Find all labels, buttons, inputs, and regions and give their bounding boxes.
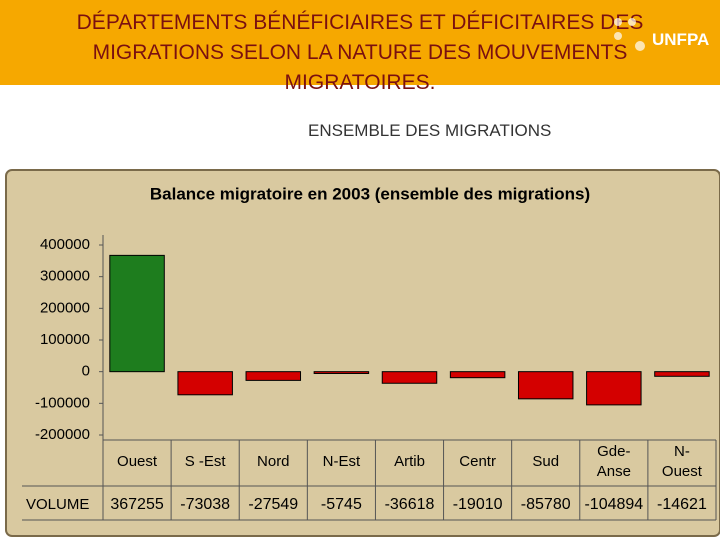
table-value: -19010 bbox=[453, 496, 503, 513]
logo: UNFPA bbox=[652, 30, 710, 49]
bar bbox=[654, 371, 710, 377]
slide-title: DÉPARTEMENTS BÉNÉFICIAIRES ET DÉFICITAIR… bbox=[76, 11, 644, 94]
y-tick-label: -200000 bbox=[35, 426, 90, 443]
header-band bbox=[0, 0, 720, 85]
table-value: -73038 bbox=[180, 496, 230, 513]
bar bbox=[449, 371, 506, 379]
bar bbox=[517, 371, 574, 400]
chart-title: Balance migratoire en 2003 (ensemble des… bbox=[150, 184, 590, 203]
bar bbox=[381, 371, 438, 384]
table-value: -27549 bbox=[248, 496, 298, 513]
x-tick-label: S -Est bbox=[185, 453, 227, 470]
bar bbox=[313, 371, 370, 374]
bar bbox=[177, 371, 233, 396]
y-tick-label: 0 bbox=[82, 363, 90, 380]
y-tick-label: -100000 bbox=[35, 394, 90, 411]
table-value: -14621 bbox=[657, 496, 707, 513]
y-tick-label: 300000 bbox=[40, 268, 90, 285]
bar bbox=[109, 254, 165, 373]
table-value: -5745 bbox=[321, 496, 362, 513]
x-tick-label: Ouest bbox=[117, 453, 158, 470]
y-tick-label: 100000 bbox=[40, 331, 90, 348]
x-tick-label: Artib bbox=[394, 453, 425, 470]
slide-subtitle: ENSEMBLE DES MIGRATIONS bbox=[308, 121, 552, 140]
bar bbox=[586, 371, 642, 406]
y-tick-label: 200000 bbox=[40, 299, 90, 316]
x-tick-label: Nord bbox=[257, 453, 290, 470]
bar bbox=[245, 371, 302, 381]
table-value: -36618 bbox=[385, 496, 435, 513]
chart-panel bbox=[5, 169, 720, 537]
x-tick-label: Centr bbox=[459, 453, 496, 470]
x-tick-label: N-Ouest bbox=[662, 443, 703, 480]
x-tick-label: Gde-Anse bbox=[597, 443, 631, 480]
x-tick-label: Sud bbox=[532, 453, 559, 470]
table-row-label: VOLUME bbox=[26, 496, 89, 513]
table-value: 367255 bbox=[110, 496, 163, 513]
table-value: -85780 bbox=[521, 496, 571, 513]
table-value: -104894 bbox=[584, 496, 643, 513]
x-tick-label: N-Est bbox=[323, 453, 361, 470]
y-tick-label: 400000 bbox=[40, 236, 90, 253]
